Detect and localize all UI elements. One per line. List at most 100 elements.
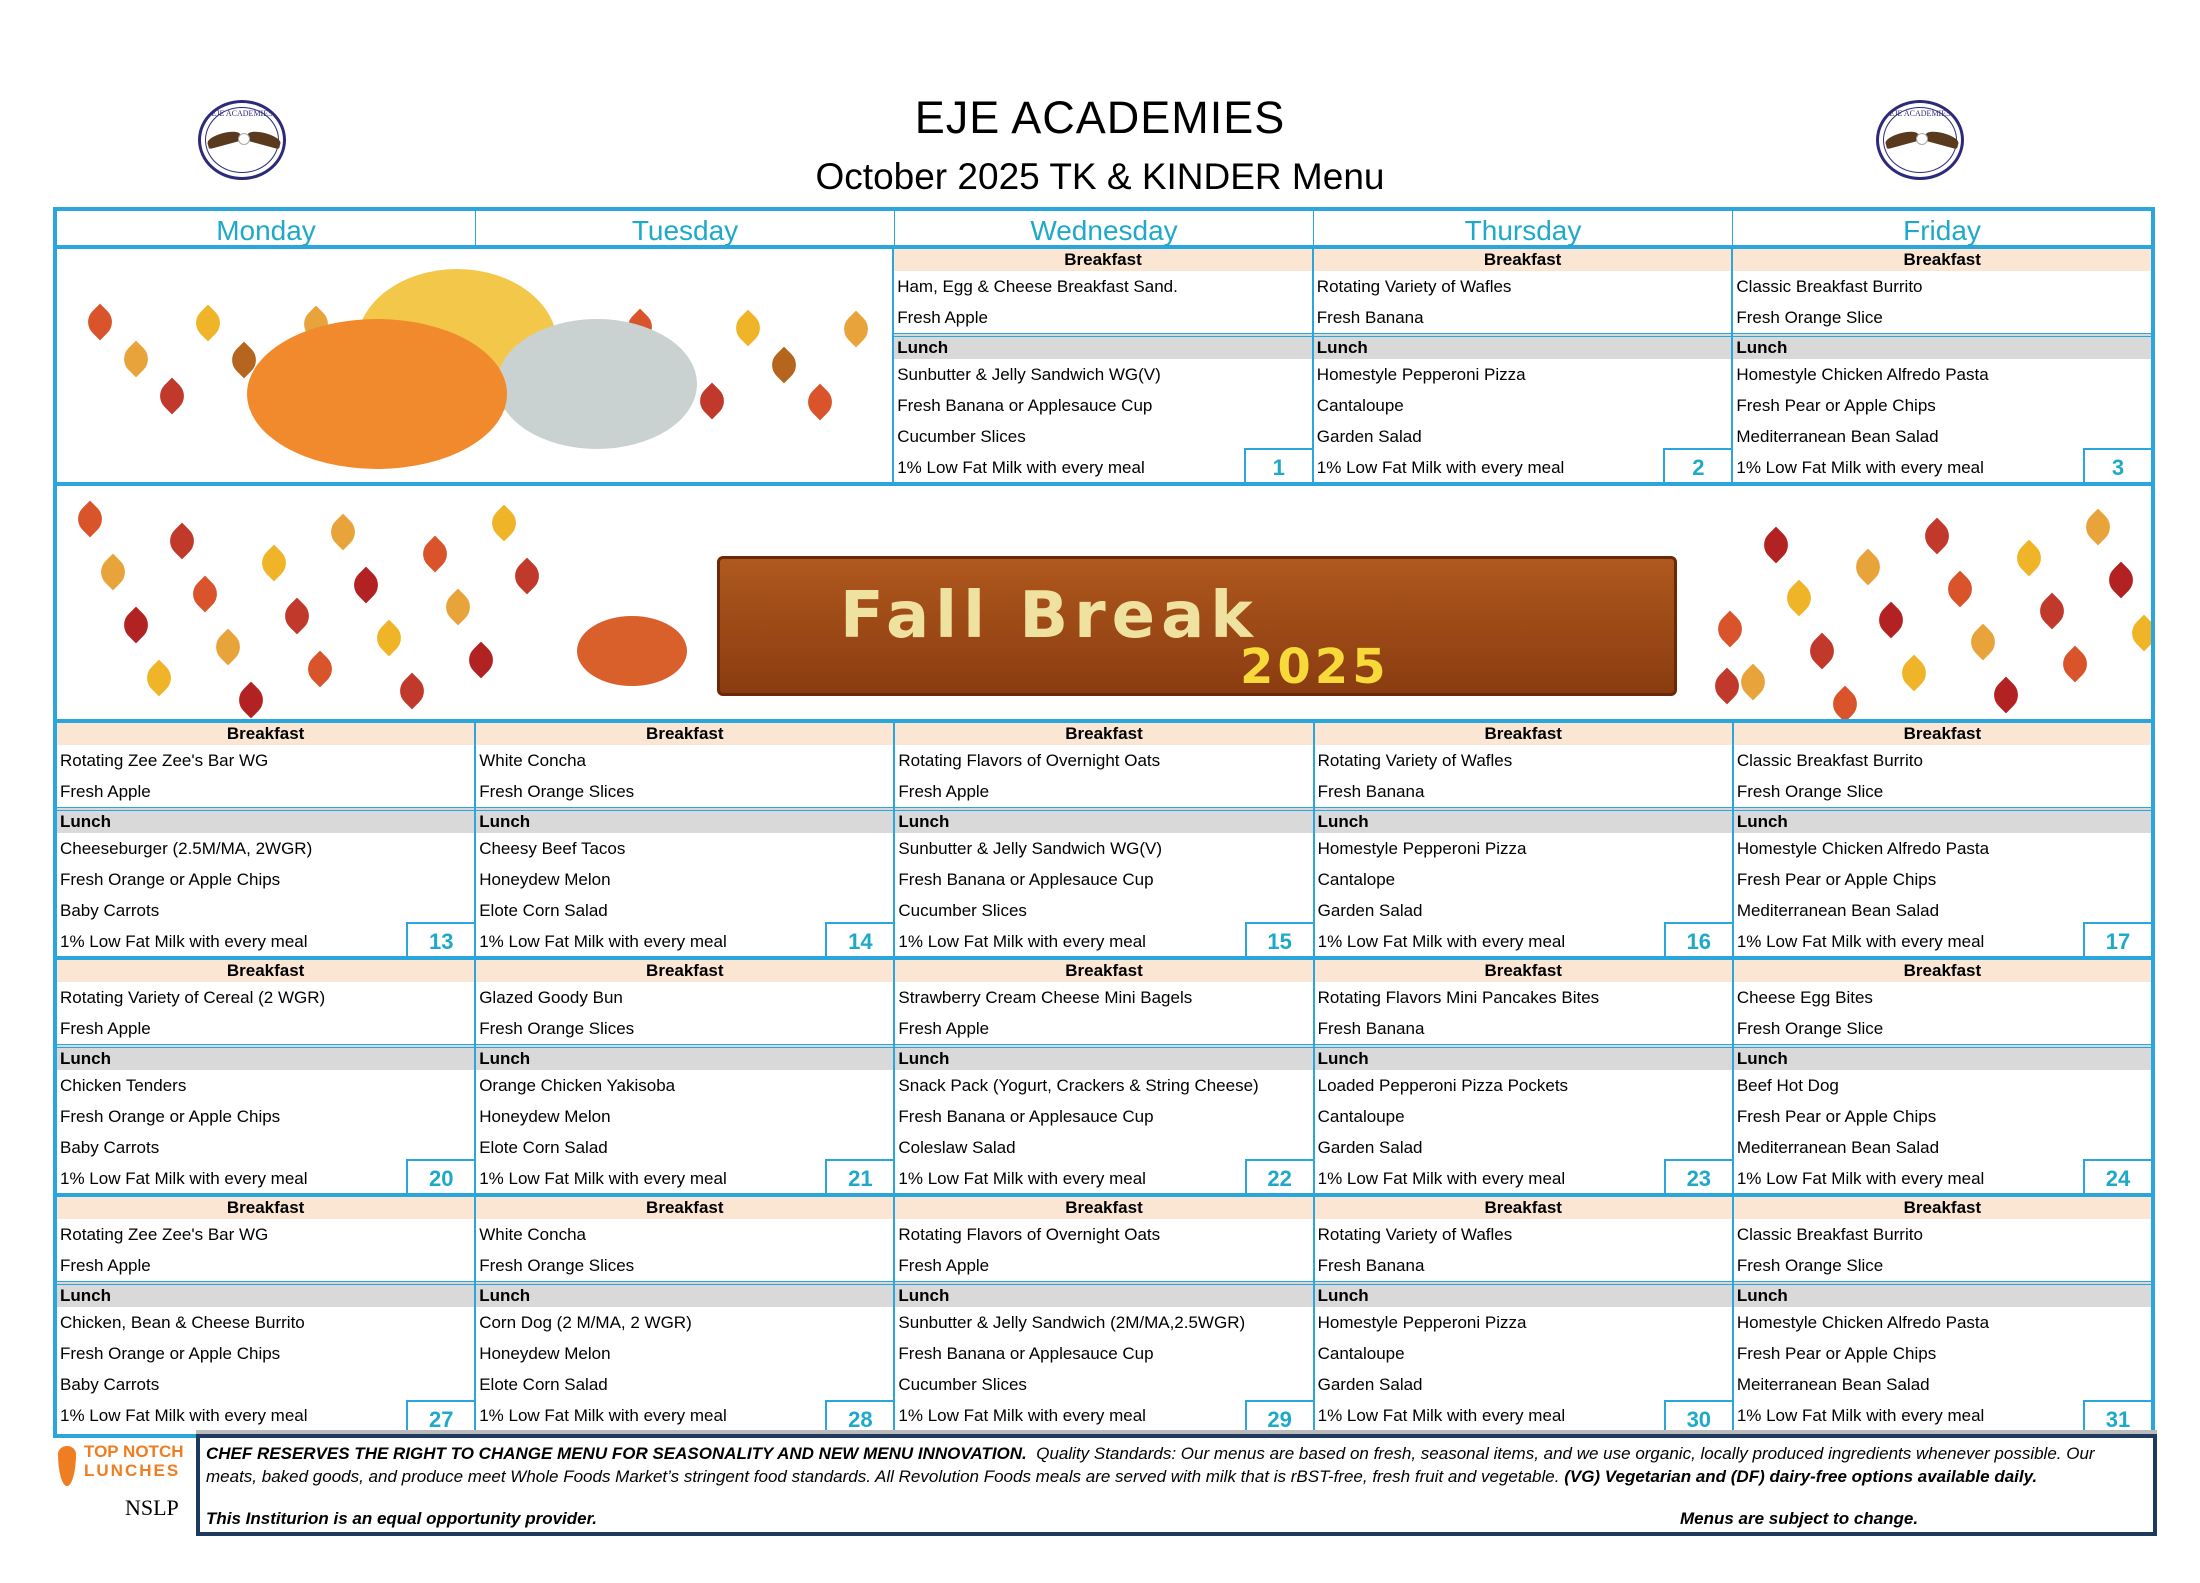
lunch-header: Lunch (895, 1281, 1313, 1307)
breakfast-item: Fresh Apple (898, 1256, 990, 1275)
fall-break-text: Fall Break (840, 579, 1259, 653)
lunch-item: Meiterranean Bean Salad (1736, 1375, 1930, 1394)
lunch-item: Fresh Orange or Apple Chips (60, 1344, 281, 1363)
lunch-item: Mediterranean Bean Salad (1736, 901, 1940, 920)
lunch-header: Lunch (895, 807, 1313, 833)
lunch-header: Lunch (1733, 1281, 2152, 1307)
leaf-icon (801, 383, 839, 421)
lunch-item: Cucumber Slices (898, 901, 1027, 920)
lunch-header: Lunch (476, 1044, 894, 1070)
breakfast-item: Fresh Apple (60, 1256, 151, 1275)
week-row: Breakfast Rotating Zee Zee's Bar WG Fresh … (57, 723, 2152, 960)
day-cell: Breakfast Classic Breakfast Burrito Fresh … (1733, 249, 2151, 482)
leaf-icon (163, 522, 201, 560)
day-cell: Breakfast White Concha Fresh Orange Slices… (476, 723, 896, 956)
day-header-thursday: Thursday (1314, 211, 1733, 246)
leaf-icon (324, 513, 362, 551)
leaf-icon (2079, 508, 2117, 546)
date-number: 15 (1244, 922, 1313, 956)
lunch-header: Lunch (476, 807, 894, 833)
lunch-item: Fresh Banana or Applesauce Cup (898, 1107, 1154, 1126)
leaf-icon (140, 659, 178, 697)
breakfast-header: Breakfast (1733, 249, 2151, 271)
date-number: 17 (2083, 922, 2152, 956)
week-row: Breakfast Rotating Variety of Cereal (2 W… (57, 960, 2152, 1197)
day-cell: Breakfast Rotating Flavors Mini Pancakes … (1314, 960, 1734, 1193)
breakfast-item: Fresh Apple (60, 782, 151, 801)
lunch-item: Cantaloupe (1317, 1344, 1405, 1363)
date-number: 21 (825, 1159, 894, 1193)
lunch-header: Lunch (57, 1044, 475, 1070)
day-cell: Breakfast Rotating Variety of Wafles Fresh… (1314, 723, 1734, 956)
lunch-item: Fresh Pear or Apple Chips (1736, 870, 1937, 889)
date-number: 31 (2083, 1400, 2152, 1434)
lunch-item: Fresh Orange or Apple Chips (60, 1107, 281, 1126)
lunch-item: Homestyle Pepperoni Pizza (1316, 365, 1526, 384)
leaf-icon (117, 606, 155, 644)
lunch-item: 1% Low Fat Milk with every meal (898, 932, 1146, 951)
breakfast-item: Fresh Apple (898, 1019, 990, 1038)
lunch-header: Lunch (1314, 1044, 1732, 1070)
page-subtitle: October 2025 TK & KINDER Menu (815, 156, 1385, 197)
breakfast-header: Breakfast (1314, 1197, 1732, 1219)
breakfast-item: Fresh Banana (1317, 782, 1425, 801)
day-cell: Breakfast Rotating Zee Zee's Bar WG Fresh … (57, 723, 477, 956)
lunch-item: Snack Pack (Yogurt, Crackers & String Ch… (898, 1076, 1259, 1095)
breakfast-header: Breakfast (1314, 960, 1732, 982)
breakfast-item: Fresh Banana (1317, 1019, 1425, 1038)
breakfast-item: Rotating Flavors Mini Pancakes Bites (1317, 988, 1600, 1007)
date-number: 16 (1663, 922, 1732, 956)
breakfast-item: Classic Breakfast Burrito (1736, 277, 1923, 296)
lunch-item: Baby Carrots (60, 1138, 160, 1157)
disclaimer-box: CHEF RESERVES THE RIGHT TO CHANGE MENU F… (196, 1434, 2157, 1536)
date-number: 14 (825, 922, 894, 956)
leaf-icon (2010, 539, 2048, 577)
breakfast-header: Breakfast (57, 960, 475, 982)
leaf-icon (1708, 667, 1746, 705)
lunch-header: Lunch (1313, 333, 1732, 359)
breakfast-item: Fresh Orange Slices (479, 782, 635, 801)
pumpkin-icon (577, 616, 687, 686)
lunch-item: Fresh Banana or Applesauce Cup (898, 870, 1154, 889)
day-cell: Breakfast Classic Breakfast Burrito Fresh … (1733, 1197, 2152, 1434)
lunch-item: Cheeseburger (2.5M/MA, 2WGR) (60, 839, 313, 858)
leaf-icon (439, 588, 477, 626)
breakfast-header: Breakfast (895, 960, 1313, 982)
leaf-icon (370, 619, 408, 657)
lunch-item: Garden Salad (1317, 901, 1423, 920)
lunch-header: Lunch (894, 333, 1312, 359)
day-cell: Breakfast Rotating Flavors of Overnight O… (895, 1197, 1315, 1434)
date-number: 28 (825, 1400, 894, 1434)
breakfast-header: Breakfast (894, 249, 1312, 271)
leaf-icon (209, 628, 247, 666)
lunch-item: Elote Corn Salad (479, 1138, 608, 1157)
breakfast-item: Rotating Variety of Wafles (1316, 277, 1512, 296)
leaf-icon (837, 310, 875, 348)
lunch-item: Sunbutter & Jelly Sandwich (2M/MA,2.5WGR… (898, 1313, 1246, 1332)
date-number: 27 (406, 1400, 475, 1434)
breakfast-item: Rotating Flavors of Overnight Oats (898, 1225, 1161, 1244)
lunch-item: Mediterranean Bean Salad (1736, 427, 1939, 446)
leaf-icon (1918, 517, 1956, 555)
page-title: EJE ACADEMIES (914, 92, 1286, 143)
breakfast-item: Fresh Orange Slice (1736, 308, 1883, 327)
leaf-icon (1872, 601, 1910, 639)
lunch-item: Fresh Banana or Applesauce Cup (897, 396, 1153, 415)
lunch-item: Garden Salad (1316, 427, 1422, 446)
day-cell: Breakfast White Concha Fresh Orange Slices… (476, 1197, 896, 1434)
leaf-icon (301, 650, 339, 688)
date-number: 29 (1244, 1400, 1313, 1434)
leaf-icon (416, 535, 454, 573)
breakfast-item: Ham, Egg & Cheese Breakfast Sand. (897, 277, 1178, 296)
lunch-item: Fresh Pear or Apple Chips (1736, 1107, 1937, 1126)
day-cell: Breakfast Rotating Variety of Cereal (2 W… (57, 960, 477, 1193)
day-cell: Breakfast Strawberry Cream Cheese Mini Ba… (895, 960, 1315, 1193)
pumpkins-illustration (57, 249, 895, 482)
leaf-icon (765, 346, 803, 384)
top-notch-lunches-logo: TOP NOTCH LUNCHES (58, 1442, 188, 1486)
leaf-icon (1780, 579, 1818, 617)
breakfast-item: Fresh Apple (60, 1019, 151, 1038)
lunch-item: 1% Low Fat Milk with every meal (898, 1406, 1146, 1425)
lunch-item: Honeydew Melon (479, 870, 611, 889)
leaf-icon (2033, 592, 2071, 630)
